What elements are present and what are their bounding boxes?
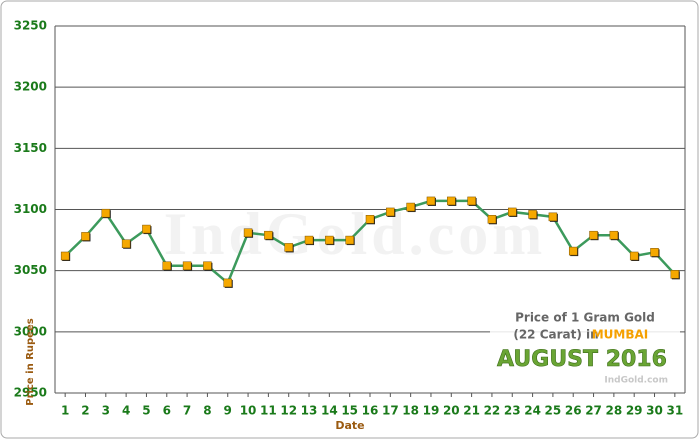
x-tick-label: 25 [545,404,562,418]
marker [426,196,436,206]
marker [386,207,395,217]
watermark: IndGold.com [164,201,546,267]
marker [365,215,375,224]
marker [162,261,172,271]
x-tick-label: 19 [423,404,440,418]
marker [650,248,659,257]
x-tick-label: 9 [224,404,232,418]
x-tick-label: 22 [484,404,501,418]
x-tick-label: 24 [524,404,541,418]
annotation-city: MUMBAI [592,328,649,342]
marker [589,230,598,240]
x-tick-label: 16 [362,404,379,418]
source: IndGold.com [604,376,668,386]
x-tick-label: 7 [183,404,191,418]
annotation: (22 Carat) in [513,328,598,342]
x-tick-label: 14 [321,404,338,418]
marker [548,212,558,222]
marker [568,246,578,256]
x-tick-label: 1 [61,404,69,418]
marker [508,207,517,217]
y-tick-label: 3150 [14,141,47,155]
marker [528,210,537,219]
x-tick-label: 27 [585,404,602,418]
marker [629,251,639,261]
marker [121,239,131,249]
marker [81,232,90,241]
x-tick-label: 10 [240,404,257,418]
x-tick-label: 20 [443,404,460,418]
marker [467,196,476,206]
marker [182,261,192,271]
y-tick-label: 3100 [14,202,47,216]
x-tick-label: 23 [504,404,521,418]
y-tick-label: 3000 [14,324,47,338]
y-tick-label: 2950 [14,386,47,400]
y-tick-label: 3200 [14,80,47,94]
x-tick-label: 21 [463,404,480,418]
y-tick-label: 3050 [14,263,47,277]
marker [670,270,680,279]
marker [447,196,456,206]
x-tick-label: 26 [565,404,582,418]
x-tick-label: 13 [301,404,318,418]
x-tick-label: 5 [142,404,150,418]
y-tick-label: 3250 [14,19,47,33]
marker [304,235,314,245]
annotation: Price of 1 Gram Gold [515,311,655,325]
legend-box [490,304,680,388]
x-tick-label: 30 [646,404,663,418]
marker [264,230,273,240]
x-tick-label: 4 [122,404,130,418]
marker [101,208,111,218]
x-tick-label: 8 [203,404,211,418]
x-tick-label: 28 [606,404,623,418]
annotation-month: AUGUST 2016 [497,347,667,372]
marker [203,261,212,271]
marker [243,228,253,237]
x-tick-label: 6 [163,404,171,418]
marker [284,243,293,252]
x-tick-label: 15 [341,404,358,418]
marker [487,215,497,224]
x-tick-label: 12 [280,404,297,418]
x-tick-label: 11 [260,404,277,418]
x-tick-label: 31 [666,404,683,418]
y-axis-label: Price in Rupees [25,318,36,405]
marker [609,230,619,240]
marker [60,251,70,261]
marker [406,202,415,212]
marker [345,235,354,245]
marker [223,278,232,288]
marker [325,235,334,245]
marker [142,224,151,234]
x-tick-label: 18 [402,404,419,418]
x-axis-label: Date [335,419,364,432]
x-tick-label: 17 [382,404,399,418]
x-tick-label: 2 [81,404,89,418]
x-tick-label: 29 [626,404,643,418]
x-tick-label: 3 [102,404,110,418]
